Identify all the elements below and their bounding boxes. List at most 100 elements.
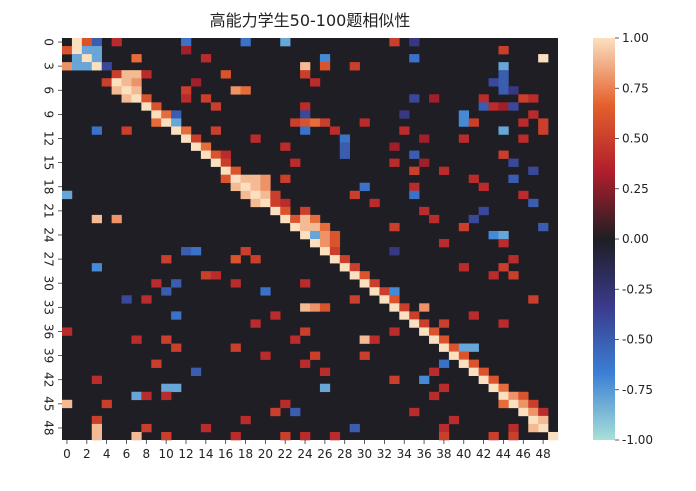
- heatmap-cell: [131, 391, 142, 401]
- heatmap-cell: [62, 399, 73, 409]
- heatmap-cell: [389, 38, 400, 47]
- heatmap-cell: [71, 46, 83, 55]
- heatmap-cell: [419, 134, 430, 143]
- heatmap-cell: [230, 343, 241, 352]
- heatmap-cell: [419, 206, 430, 216]
- heatmap-cell: [429, 335, 440, 344]
- heatmap-cell: [468, 359, 479, 368]
- x-tick-label: 6: [123, 447, 131, 461]
- heatmap-cell: [319, 62, 331, 71]
- x-tick-label: 18: [238, 447, 253, 461]
- heatmap-cell: [319, 222, 331, 232]
- y-tick-label: 6: [42, 86, 56, 94]
- heatmap-cell: [91, 126, 102, 135]
- heatmap-cell: [538, 222, 549, 232]
- heatmap-cell: [359, 279, 370, 288]
- heatmap-cell: [161, 110, 172, 119]
- heatmap-cell: [498, 62, 509, 71]
- heatmap-cell: [518, 94, 529, 103]
- heatmap-cell: [91, 62, 102, 71]
- x-tick-label: 32: [377, 447, 392, 461]
- heatmap-cell: [458, 110, 470, 119]
- heatmap-cell: [319, 54, 331, 63]
- heatmap-cell: [280, 198, 291, 208]
- heatmap-cell: [468, 367, 479, 376]
- heatmap-cell: [419, 327, 430, 336]
- y-tick-label: 15: [42, 155, 56, 170]
- heatmap-cell: [250, 198, 261, 208]
- y-tick-label: 3: [42, 62, 56, 70]
- heatmap-cell: [290, 222, 301, 232]
- heatmap-cell: [349, 423, 360, 433]
- heatmap-cell: [399, 311, 410, 320]
- heatmap-cell: [478, 206, 489, 216]
- heatmap-cell: [91, 431, 102, 441]
- y-tick-label: 24: [42, 227, 56, 242]
- heatmap-cell: [369, 287, 380, 296]
- heatmap-cell: [528, 110, 539, 119]
- heatmap-cell: [161, 287, 172, 296]
- heatmap-cell: [438, 239, 450, 248]
- heatmap-cell: [429, 94, 440, 103]
- heatmap-cell: [458, 359, 470, 368]
- y-tick-label: 9: [42, 111, 56, 119]
- heatmap-cell: [181, 46, 192, 55]
- heatmap-cell: [518, 391, 529, 401]
- heatmap-cell: [200, 271, 212, 280]
- heatmap-cell: [290, 214, 301, 224]
- chart-title: 高能力学生50-100题相似性: [210, 11, 411, 30]
- heatmap-cell: [290, 407, 301, 417]
- heatmap-cell: [181, 94, 192, 103]
- heatmap-cell: [508, 158, 519, 167]
- heatmap-cell: [230, 166, 241, 175]
- heatmap-cell: [548, 431, 559, 441]
- heatmap-cell: [409, 190, 420, 200]
- heatmap-cell: [300, 118, 311, 127]
- heatmap-cell: [310, 214, 321, 224]
- heatmap-cell: [151, 118, 162, 127]
- colorbar-tick-label: 1.00: [622, 31, 649, 45]
- x-tick-label: 14: [198, 447, 213, 461]
- y-tick-label: 12: [42, 131, 56, 146]
- heatmap-cell: [329, 255, 341, 264]
- heatmap-cell: [389, 247, 400, 256]
- heatmap-cell: [171, 279, 182, 288]
- heatmap-cell: [448, 343, 460, 352]
- heatmap-cell: [310, 230, 321, 240]
- y-tick-label: 0: [42, 38, 56, 46]
- heatmap-cell: [171, 343, 182, 352]
- heatmap-cell: [498, 391, 509, 401]
- heatmap-cell: [181, 134, 192, 143]
- heatmap-cell: [438, 343, 450, 352]
- heatmap-cell: [300, 206, 311, 216]
- heatmap-cell: [141, 391, 152, 401]
- heatmap-cell: [270, 407, 281, 417]
- y-tick-label: 33: [42, 300, 56, 315]
- heatmap-cell: [349, 263, 360, 272]
- heatmap-cell: [329, 247, 341, 256]
- heatmap-cell: [508, 391, 519, 401]
- x-tick-label: 0: [63, 447, 71, 461]
- x-tick-label: 10: [159, 447, 174, 461]
- heatmap-cell: [319, 303, 331, 312]
- heatmap-cell: [161, 431, 172, 441]
- heatmap-cell: [329, 230, 341, 240]
- heatmap-cell: [81, 38, 93, 47]
- heatmap-cell: [438, 166, 450, 175]
- heatmap-cell: [220, 174, 231, 184]
- heatmap-cell: [409, 407, 420, 417]
- heatmap-cell: [389, 303, 400, 312]
- heatmap-cell: [91, 214, 102, 224]
- heatmap-cell: [438, 359, 450, 368]
- heatmap-cell: [230, 174, 241, 184]
- y-tick-label: 48: [42, 420, 56, 435]
- heatmap-cell: [498, 319, 509, 328]
- x-tick-label: 36: [416, 447, 431, 461]
- heatmap-cell: [280, 214, 291, 224]
- heatmap-cell: [190, 78, 202, 87]
- heatmap-cell: [409, 182, 420, 192]
- heatmap-cell: [250, 174, 261, 184]
- heatmap-cell: [200, 94, 212, 103]
